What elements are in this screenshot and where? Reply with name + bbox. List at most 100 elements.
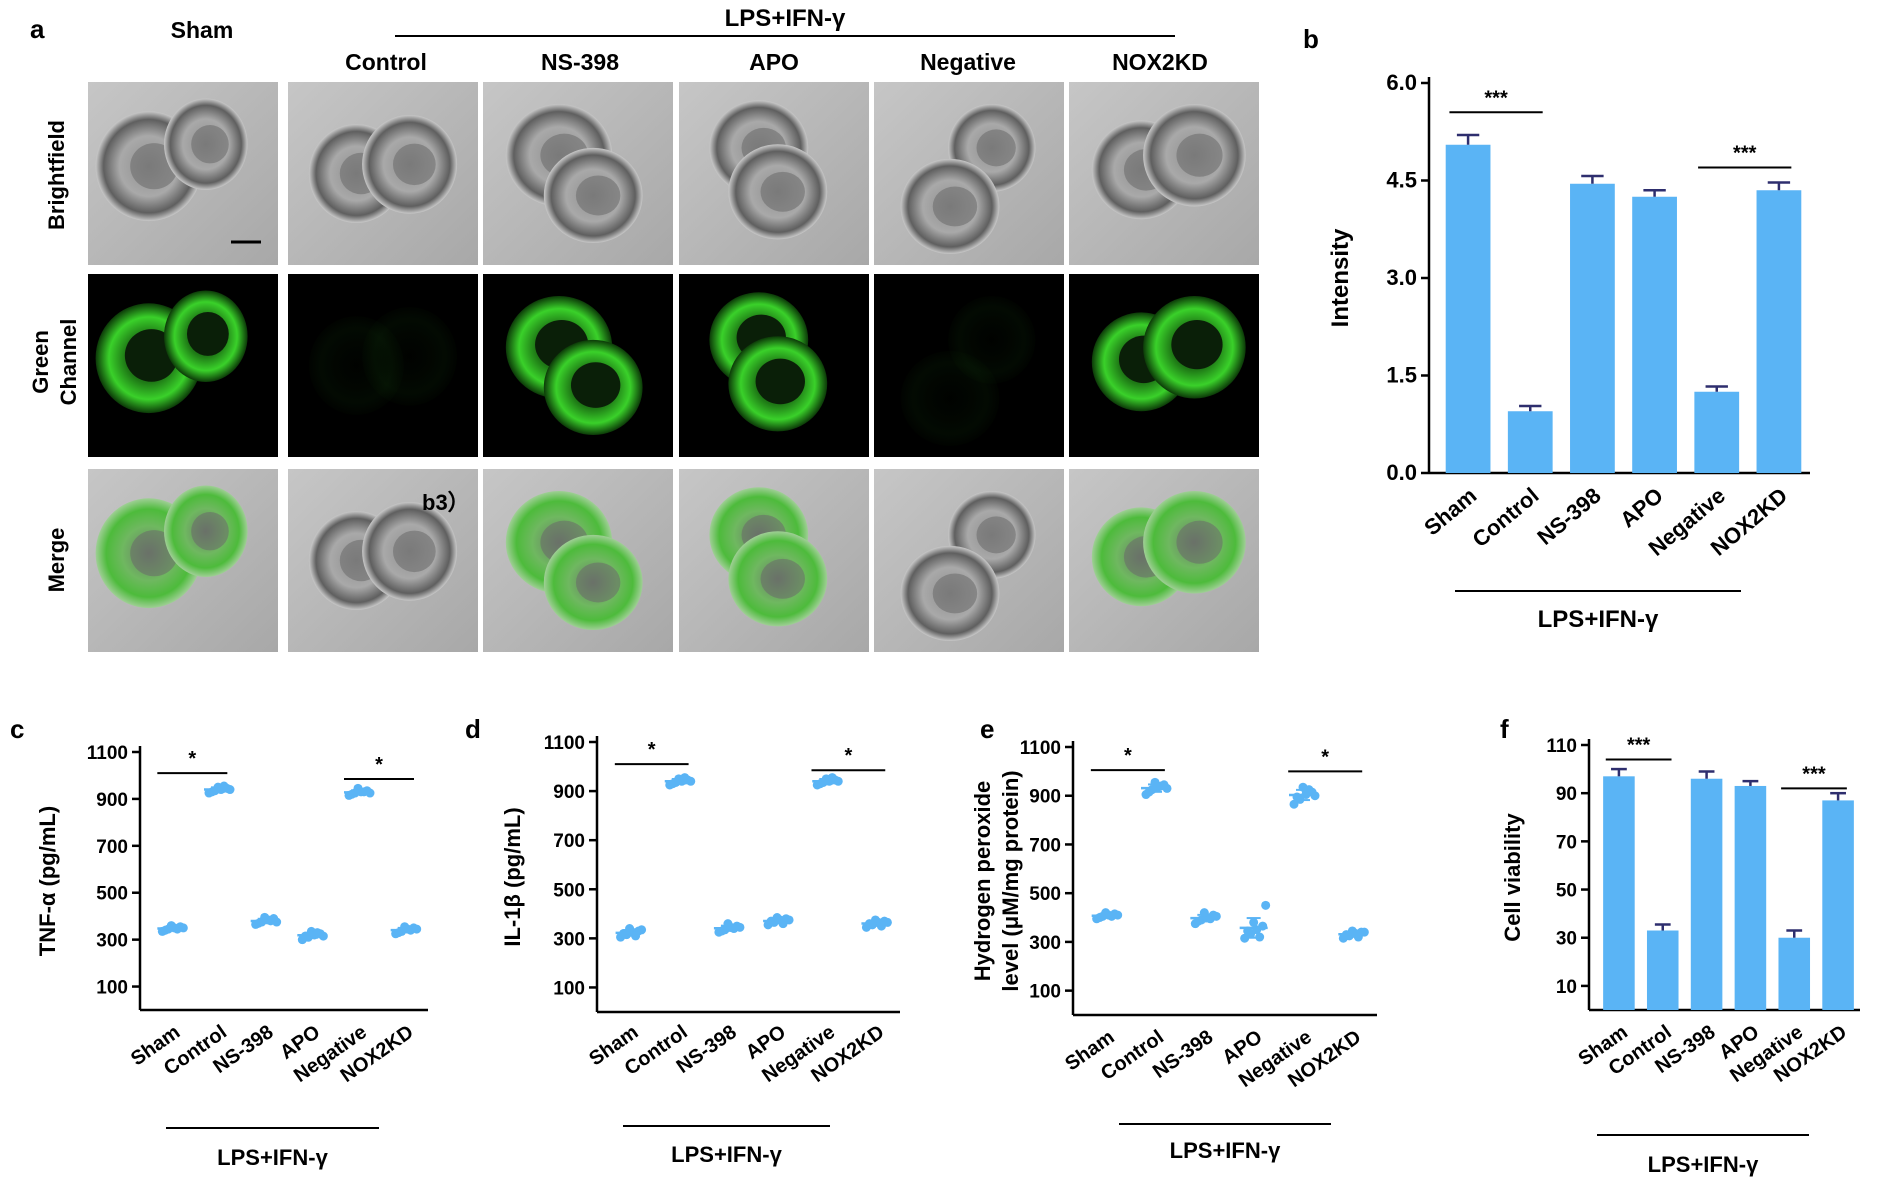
cell-nucleus — [186, 311, 229, 356]
y-tick-label: 300 — [1029, 933, 1061, 954]
micrograph-green-4 — [874, 274, 1064, 457]
cell — [362, 306, 458, 406]
y-tick-label: 500 — [553, 880, 585, 901]
bar-control — [1646, 930, 1679, 1010]
y-tick-label: 700 — [553, 831, 585, 852]
y-tick-label: 100 — [1029, 982, 1061, 1003]
y-tick-label: 500 — [96, 884, 128, 905]
y-tick-label: 700 — [96, 837, 128, 858]
bar-negative — [1694, 391, 1740, 473]
significance-label: * — [844, 745, 852, 767]
data-point — [870, 915, 880, 925]
column-label-control: Control — [345, 49, 427, 75]
significance-label: *** — [1484, 87, 1508, 109]
row-label-green: Green — [28, 330, 53, 394]
micrograph-merge-5 — [1069, 469, 1259, 652]
data-point — [1211, 911, 1221, 921]
y-tick-label: 0.0 — [1386, 460, 1417, 485]
significance-label: * — [375, 754, 383, 776]
panel-letter-f: f — [1500, 714, 1509, 744]
significance-label: * — [648, 739, 656, 761]
cell-nucleus — [575, 175, 621, 216]
cell-nucleus — [575, 562, 621, 603]
micrograph-merge-3 — [679, 469, 869, 652]
bar-ns-398 — [1690, 778, 1723, 1010]
panel-letter-a: a — [30, 14, 45, 44]
y-tick-label: 700 — [1029, 835, 1061, 856]
y-tick-label: 6.0 — [1386, 70, 1417, 95]
data-point — [772, 913, 782, 922]
significance-label: *** — [1627, 734, 1651, 756]
cell-nucleus — [976, 516, 1016, 554]
micrograph-bf-2 — [483, 82, 673, 265]
group-label: LPS+IFN-γ — [1538, 606, 1659, 633]
y-tick-label: 900 — [96, 790, 128, 811]
micrograph-bf-0 — [88, 82, 278, 265]
micrograph-merge-1 — [288, 469, 478, 652]
y-tick-label: 30 — [1556, 929, 1577, 950]
bar-sham — [1603, 776, 1635, 1010]
cell-nucleus — [191, 125, 229, 164]
data-point — [1240, 933, 1250, 943]
y-axis-label: Hydrogen peroxide — [970, 781, 995, 981]
panel-letter-d: d — [465, 714, 481, 744]
y-tick-label: 300 — [553, 929, 585, 950]
cell-nucleus — [191, 512, 229, 551]
cell-nucleus — [976, 129, 1016, 167]
micrograph-grid — [88, 82, 1259, 652]
cell-nucleus — [1176, 133, 1223, 177]
group-label: LPS+IFN-γ — [217, 1145, 328, 1170]
micrograph-bf-1 — [288, 82, 478, 265]
micrograph-merge-0 — [88, 469, 278, 652]
lps-ifn-header: LPS+IFN-γ — [725, 5, 846, 32]
bar-ns-398 — [1570, 183, 1615, 473]
y-tick-label: 1100 — [87, 743, 128, 764]
bar-nox2kd — [1822, 800, 1854, 1010]
y-axis-label: IL-1β (pg/mL) — [500, 807, 525, 946]
y-axis-label: level (μM/mg protein) — [998, 770, 1023, 991]
cell-nucleus — [760, 171, 805, 212]
chart-b: b0.01.53.04.56.0IntensityShamControlNS-3… — [1303, 24, 1810, 633]
cell — [900, 350, 1000, 447]
column-label-nox2kd: NOX2KD — [1112, 49, 1208, 75]
bar-apo — [1632, 196, 1677, 473]
y-tick-label: 10 — [1556, 977, 1577, 998]
cell-nucleus — [932, 186, 978, 227]
y-tick-label: 900 — [1029, 787, 1061, 808]
category-label-ns-398: NS-398 — [1532, 483, 1605, 550]
micrograph-green-3 — [679, 274, 869, 457]
significance-label: * — [188, 748, 196, 770]
column-label-apo: APO — [749, 49, 799, 75]
y-tick-label: 1100 — [1020, 738, 1061, 759]
cell-nucleus — [392, 530, 436, 573]
significance-label: *** — [1802, 763, 1826, 785]
micrograph-bf-3 — [679, 82, 869, 265]
data-point — [1261, 900, 1271, 910]
y-tick-label: 1.5 — [1386, 363, 1417, 388]
micrograph-merge-4 — [874, 469, 1064, 652]
y-tick-label: 100 — [553, 978, 585, 999]
column-label-negative: Negative — [920, 49, 1016, 75]
y-tick-label: 3.0 — [1386, 265, 1417, 290]
data-point — [1289, 799, 1299, 809]
y-tick-label: 300 — [96, 931, 128, 952]
micrograph-green-5 — [1069, 274, 1259, 457]
y-tick-label: 50 — [1556, 881, 1577, 902]
cell-nucleus — [755, 358, 805, 405]
column-labels: Sham Control NS-398 APO Negative NOX2KD — [171, 17, 1208, 75]
row-label-channel: Channel — [56, 319, 81, 406]
panel-a: a LPS+IFN-γ Sham Control NS-398 APO Nega… — [28, 5, 1259, 652]
y-tick-label: 900 — [553, 782, 585, 803]
bar-control — [1507, 411, 1553, 473]
bar-nox2kd — [1756, 190, 1802, 473]
y-tick-label: 70 — [1556, 832, 1577, 853]
y-axis-label: TNF-α (pg/mL) — [35, 806, 60, 956]
micrograph-bf-5 — [1069, 82, 1259, 265]
y-tick-label: 110 — [1546, 736, 1577, 757]
bar-apo — [1734, 785, 1767, 1010]
micrograph-green-2 — [483, 274, 673, 457]
